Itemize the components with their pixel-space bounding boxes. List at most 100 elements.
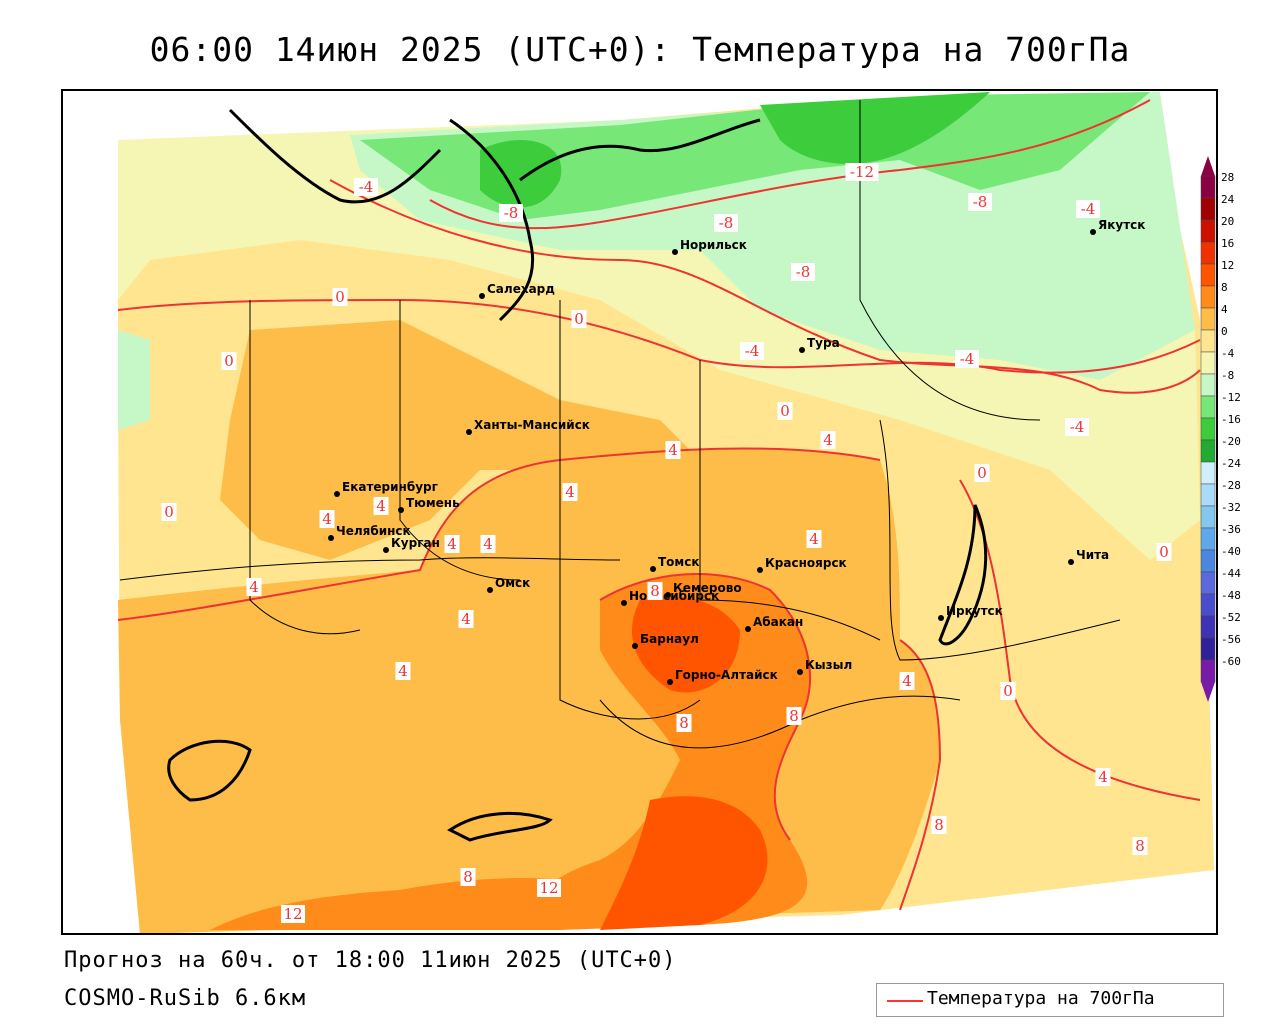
colorbar-top-arrow [1201,156,1215,176]
contour-label: 0 [164,503,174,521]
zone-12-16-b [631,596,740,693]
map-title: 06:00 14июн 2025 (UTC+0): Температура на… [149,30,1131,69]
contour-label-bg [444,535,460,553]
city-marker [334,491,340,497]
city-label: Абакан [753,615,803,629]
city-label: Томск [658,555,700,569]
line-legend: Температура на 700гПа [876,983,1224,1017]
colorbar-tick-label: -24 [1221,457,1241,470]
colorbar-tick-label: 8 [1221,281,1228,294]
colorbar-tick-label: 28 [1221,171,1234,184]
contour-label: 4 [902,672,912,690]
colorbar-tick-label: 4 [1221,303,1228,316]
contour-label: 0 [780,402,790,420]
contour-label: 8 [679,714,689,732]
city-marker [621,600,627,606]
border-3 [699,360,881,641]
zone-4-8-west [220,320,700,560]
contour-label-bg [845,163,879,181]
zone-minus16-minus12-b [480,140,562,208]
colorbar-tick-label: -8 [1221,369,1234,382]
contour-label: 0 [335,288,345,306]
colorbar-swatch [1200,659,1216,683]
border-7 [859,100,1041,421]
city-marker [1068,559,1074,565]
contour-minus8 [429,99,1151,230]
zone-minus16-minus12 [760,92,990,164]
colorbar-tick-label: -52 [1221,611,1241,624]
city-marker [328,535,334,541]
contour-0 [117,298,1201,374]
border-4 [879,419,1121,661]
city-label: Ханты-Мансийск [474,418,590,432]
lake-baikal [938,504,988,646]
contour-label: -4 [960,350,975,368]
contour-label: 8 [789,707,799,725]
city-marker [479,293,485,299]
colorbar-tick-label: -36 [1221,523,1241,536]
border-5 [399,300,521,581]
city-marker [650,566,656,572]
contour-label-layer: -4 -8 -8 -12 -8 -4 -8 -4 -4 -4 0 0 0 0 0 0 0 0 4 4 4 4 4 4 4 4 4 4 4… [161,163,1172,923]
colorbar-swatch [1200,549,1216,573]
colorbar-swatch [1200,637,1216,661]
zone-12-16 [600,796,768,930]
contour-label: 0 [224,352,234,370]
contour-label: 12 [539,879,558,897]
city-marker [665,592,671,598]
contour-label: 4 [809,530,819,548]
contour-label-bg [740,342,764,360]
city-marker [672,249,678,255]
contour-label-bg [1000,682,1016,700]
colorbar-tick-label: -56 [1221,633,1241,646]
contour-label: 8 [1135,837,1145,855]
contour-label-bg [931,816,947,834]
contour-label-bg [820,431,836,449]
contour-label-bg [806,530,822,548]
contour-label-bg [460,868,476,886]
city-label: Барнаул [640,632,699,646]
contour-label: 4 [376,497,386,515]
zone-west-green [118,330,150,430]
colorbar: 28 24 20 16 12 8 4 0 -4 -8 -12 -16 -20 -24 -28 -32 -36 -4… [1200,156,1241,702]
contour-label: 8 [463,868,473,886]
city-marker [466,429,472,435]
contour-4 [117,447,881,621]
contour-label-bg [161,503,177,521]
contour-label: 4 [1098,768,1108,786]
forecast-info: Прогноз на 60ч. от 18:00 11июн 2025 (UTC… [64,948,677,973]
contour-label-bg [1076,200,1100,218]
contour-label: 0 [1003,682,1013,700]
contour-label-bg [786,707,802,725]
city-marker [667,679,673,685]
contour-label-bg [221,352,237,370]
contour-label: 4 [668,441,678,459]
contour-label-bg [332,288,348,306]
colorbar-tick-label: -28 [1221,479,1241,492]
colorbar-swatch [1200,175,1216,199]
map-frame [61,89,1218,935]
contour-label: 4 [565,483,575,501]
contour-label-bg [676,714,692,732]
colorbar-tick-label: -12 [1221,391,1241,404]
city-marker [757,567,763,573]
lake-balkhash [447,812,553,842]
contour-label-bg [246,578,262,596]
city-marker [799,347,805,353]
contour-label-bg [1156,543,1172,561]
colorbar-swatch [1200,417,1216,441]
contour-label-bg [791,263,815,281]
contour-8 [599,572,811,841]
colorbar-swatch [1200,593,1216,617]
contour-label: -4 [1070,418,1085,436]
colorbar-swatch [1200,439,1216,463]
contour-label-bg [571,310,587,328]
colorbar-swatch [1200,615,1216,639]
contour-label-bg [537,879,561,897]
colorbar-swatch [1200,351,1216,375]
city-label: Красноярск [765,556,847,570]
colorbar-tick-label: -16 [1221,413,1241,426]
colorbar-swatch [1200,527,1216,551]
city-marker [487,587,493,593]
city-label: Челябинск [336,524,411,538]
